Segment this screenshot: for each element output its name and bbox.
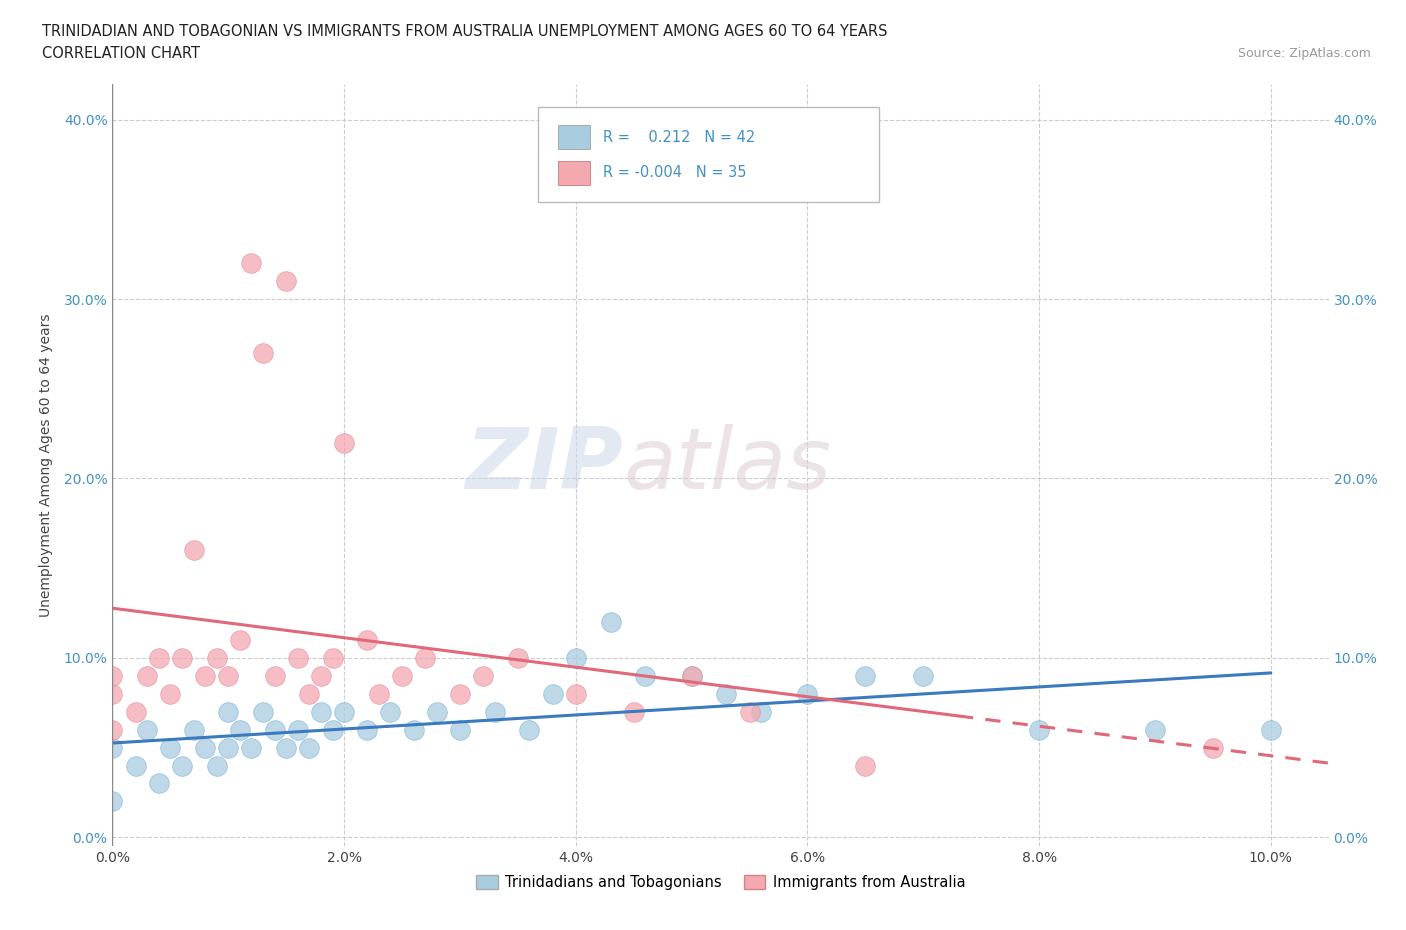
Point (101, 723, 124, 737)
Point (322, 650, 344, 665)
Text: atlas: atlas (623, 423, 831, 507)
Point (276, 273, 298, 288)
Point (136, 723, 159, 737)
Point (136, 669, 159, 684)
Point (101, 686, 124, 701)
Point (391, 669, 413, 684)
Point (229, 632, 252, 647)
Point (217, 704, 239, 719)
Point (681, 669, 703, 684)
Point (287, 723, 309, 737)
Point (749, 704, 772, 719)
Point (183, 543, 205, 558)
Point (449, 723, 471, 737)
Point (333, 435, 356, 450)
Point (194, 740, 217, 755)
Point (148, 650, 170, 665)
Point (599, 615, 621, 630)
Point (124, 758, 146, 773)
Point (298, 740, 321, 755)
Text: ZIP: ZIP (465, 423, 623, 507)
Point (912, 669, 935, 684)
Point (634, 669, 657, 684)
Point (240, 256, 263, 271)
Point (356, 632, 378, 647)
Point (380, 704, 402, 719)
Point (519, 723, 541, 737)
Point (853, 758, 876, 773)
Point (263, 723, 285, 737)
Point (1143, 723, 1166, 737)
Text: R = -0.004   N = 35: R = -0.004 N = 35 (603, 166, 747, 180)
Point (298, 686, 321, 701)
Text: Source: ZipAtlas.com: Source: ZipAtlas.com (1237, 46, 1371, 60)
Point (484, 704, 506, 719)
Y-axis label: Unemployment Among Ages 60 to 64 years: Unemployment Among Ages 60 to 64 years (38, 313, 52, 617)
Point (1260, 723, 1282, 737)
Point (170, 650, 193, 665)
Point (287, 650, 309, 665)
Point (716, 686, 738, 701)
Point (367, 686, 389, 701)
Point (333, 704, 356, 719)
Point (263, 669, 285, 684)
Point (506, 650, 529, 665)
Point (402, 723, 425, 737)
Point (252, 345, 274, 360)
Point (356, 723, 378, 737)
Point (159, 740, 181, 755)
Point (276, 740, 298, 755)
Point (623, 704, 645, 719)
Point (309, 669, 332, 684)
FancyBboxPatch shape (538, 107, 879, 202)
Point (565, 686, 588, 701)
Point (738, 704, 761, 719)
Point (853, 669, 876, 684)
Point (194, 669, 217, 684)
Point (101, 794, 124, 809)
Point (205, 650, 228, 665)
Point (205, 758, 228, 773)
Point (240, 740, 263, 755)
Point (252, 704, 274, 719)
Point (148, 776, 170, 790)
FancyBboxPatch shape (558, 125, 591, 150)
Point (183, 723, 205, 737)
Point (1028, 723, 1050, 737)
Legend: Trinidadians and Tobagonians, Immigrants from Australia: Trinidadians and Tobagonians, Immigrants… (470, 870, 972, 897)
Point (449, 686, 471, 701)
Point (124, 704, 146, 719)
Point (309, 704, 332, 719)
Point (217, 669, 239, 684)
Point (796, 686, 818, 701)
FancyBboxPatch shape (558, 161, 591, 185)
Point (413, 650, 436, 665)
Point (1202, 740, 1225, 755)
Point (229, 723, 252, 737)
Text: CORRELATION CHART: CORRELATION CHART (42, 46, 200, 61)
Point (681, 669, 703, 684)
Point (101, 740, 124, 755)
Text: R =    0.212   N = 42: R = 0.212 N = 42 (603, 129, 755, 144)
Point (541, 686, 564, 701)
Point (159, 686, 181, 701)
Point (472, 669, 495, 684)
Point (565, 650, 588, 665)
Text: TRINIDADIAN AND TOBAGONIAN VS IMMIGRANTS FROM AUSTRALIA UNEMPLOYMENT AMONG AGES : TRINIDADIAN AND TOBAGONIAN VS IMMIGRANTS… (42, 24, 887, 39)
Point (426, 704, 449, 719)
Point (217, 740, 239, 755)
Point (322, 723, 344, 737)
Point (101, 669, 124, 684)
Point (170, 758, 193, 773)
